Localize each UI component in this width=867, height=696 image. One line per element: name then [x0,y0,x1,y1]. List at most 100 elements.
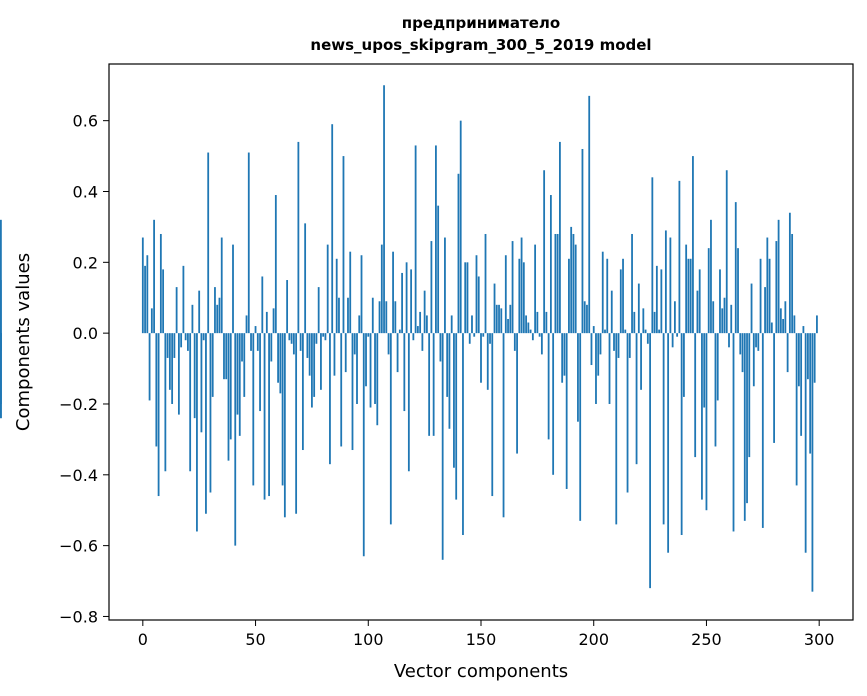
bar [171,333,174,404]
bar [333,333,336,376]
bar [462,333,464,536]
bar [263,333,266,500]
bar [782,318,785,334]
bar [795,333,798,486]
bar [714,333,717,447]
bar [315,333,318,344]
bar [752,333,755,387]
bar [175,287,178,334]
bar [572,233,575,334]
x-tick-label: 300 [804,630,835,649]
bar [685,244,688,334]
bar [489,333,491,344]
bar [540,333,543,355]
bar [574,244,577,334]
bar [347,297,349,334]
chart-title-line-2: news_upos_skipgram_300_5_2019 model [310,36,651,54]
bar [416,326,419,334]
bar [788,212,791,334]
bar [570,226,573,334]
bar [642,308,645,334]
bar [450,315,453,334]
bar [507,318,509,334]
bar [444,237,446,334]
bar [511,241,514,334]
bar [766,237,769,334]
bar [732,333,735,532]
bar [723,297,726,334]
bar [423,290,426,334]
bar [166,333,169,358]
bar [737,248,739,334]
bar [701,333,703,500]
bar [245,315,248,334]
bar [437,205,440,334]
bar [459,120,462,334]
y-tick-label: 0.2 [73,253,98,272]
bar [509,304,512,334]
bar [471,315,473,334]
bar [468,333,471,344]
bar [182,265,185,334]
bar [277,333,279,383]
bar [394,301,397,334]
bar [441,333,444,560]
bar [387,333,390,355]
bar [446,333,449,397]
bar [741,333,744,373]
bar [295,333,298,514]
bar [694,333,697,458]
y-axis-ticks: −0.8 −0.6 −0.4 −0.2 0.0 0.2 0.4 0.6 [59,112,109,626]
bar [274,195,277,334]
bar [610,290,613,334]
bar [725,170,728,334]
bar [527,322,530,334]
bar [292,333,295,355]
bar [288,333,291,341]
bar [412,333,415,341]
bar [162,269,165,334]
bar [730,304,733,334]
bar [232,244,234,334]
bar [335,258,338,334]
bar [146,255,149,334]
x-tick-label: 50 [245,630,265,649]
bar [211,333,214,397]
bar [236,333,239,415]
bar [326,244,329,334]
bar [180,333,183,348]
bar [281,333,284,486]
bar [797,333,800,387]
chart-title-line-1: предпринимателo [402,14,560,32]
bar [414,145,417,334]
bar [746,333,748,504]
bar [556,233,559,334]
y-tick-label: 0.0 [73,324,98,343]
bar [529,329,532,334]
bar [646,333,649,344]
bar [549,195,552,334]
bar [793,315,796,334]
y-tick-label: 0.6 [73,112,98,131]
bar [565,333,568,489]
bar [624,329,627,334]
bar [710,219,712,334]
bar [0,219,2,334]
bar [770,322,773,334]
bar [177,333,180,415]
bar [764,287,766,334]
bar [148,333,151,401]
bar [579,333,582,521]
bar [247,152,250,334]
bar [448,333,451,429]
bar [432,333,435,436]
x-axis-ticks: 0 50 100 150 200 250 300 [138,620,835,649]
bar [374,333,376,404]
bar [486,333,489,390]
bar [0,333,2,337]
y-axis-label: Components values [13,253,34,431]
bar [807,333,809,380]
bar [703,333,706,408]
bar [599,333,602,355]
bar [644,329,647,334]
